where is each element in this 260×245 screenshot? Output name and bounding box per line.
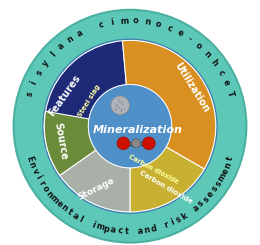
Circle shape bbox=[115, 109, 116, 110]
Text: Carbon dioxide: Carbon dioxide bbox=[127, 154, 179, 185]
Text: v: v bbox=[30, 167, 40, 176]
Text: d: d bbox=[150, 224, 157, 234]
Text: h: h bbox=[209, 58, 220, 68]
Text: n: n bbox=[144, 17, 151, 27]
Text: T: T bbox=[225, 90, 235, 98]
Text: m: m bbox=[120, 16, 129, 26]
Circle shape bbox=[119, 101, 120, 102]
Text: o: o bbox=[40, 184, 50, 194]
Text: a: a bbox=[76, 28, 85, 38]
Circle shape bbox=[115, 109, 117, 110]
Text: r: r bbox=[37, 179, 46, 187]
Text: -: - bbox=[186, 35, 193, 44]
Text: p: p bbox=[103, 224, 110, 234]
Text: m: m bbox=[48, 193, 60, 205]
Text: y: y bbox=[41, 58, 51, 68]
Circle shape bbox=[121, 109, 122, 111]
Text: s: s bbox=[196, 199, 206, 209]
Text: r: r bbox=[163, 220, 170, 230]
Circle shape bbox=[14, 10, 246, 243]
Circle shape bbox=[43, 39, 217, 213]
Text: l: l bbox=[49, 50, 57, 58]
Circle shape bbox=[124, 108, 125, 110]
Circle shape bbox=[121, 102, 122, 103]
Text: i: i bbox=[111, 18, 115, 27]
Circle shape bbox=[88, 85, 172, 168]
Wedge shape bbox=[122, 40, 216, 169]
Circle shape bbox=[115, 104, 117, 106]
Text: c: c bbox=[216, 68, 226, 77]
Text: Storage: Storage bbox=[77, 176, 116, 202]
Text: i: i bbox=[29, 80, 39, 86]
Text: n: n bbox=[143, 225, 151, 235]
Text: Features: Features bbox=[47, 73, 82, 118]
Text: n: n bbox=[66, 34, 75, 45]
Circle shape bbox=[122, 103, 124, 105]
Circle shape bbox=[117, 106, 118, 108]
Text: i: i bbox=[33, 174, 43, 181]
Wedge shape bbox=[130, 147, 204, 212]
Text: Utilization: Utilization bbox=[172, 61, 211, 115]
Text: Steel slag: Steel slag bbox=[77, 84, 102, 118]
Text: t: t bbox=[225, 156, 235, 162]
Text: Source: Source bbox=[52, 121, 69, 160]
Text: s: s bbox=[25, 90, 35, 97]
Text: e: e bbox=[221, 79, 231, 87]
Wedge shape bbox=[60, 150, 130, 212]
Text: s: s bbox=[175, 214, 183, 225]
Text: n: n bbox=[59, 203, 69, 214]
Circle shape bbox=[121, 110, 122, 112]
Wedge shape bbox=[44, 111, 96, 175]
Text: m: m bbox=[95, 222, 105, 233]
Circle shape bbox=[117, 137, 130, 150]
Text: Mineralization: Mineralization bbox=[92, 125, 182, 135]
Text: s: s bbox=[201, 194, 211, 204]
Text: a: a bbox=[56, 41, 66, 51]
Text: l: l bbox=[78, 215, 84, 224]
Text: c: c bbox=[165, 23, 173, 34]
Circle shape bbox=[142, 137, 155, 150]
Text: t: t bbox=[125, 227, 129, 236]
Text: n: n bbox=[44, 189, 55, 199]
Circle shape bbox=[117, 104, 118, 106]
Text: t: t bbox=[65, 208, 74, 217]
Text: e: e bbox=[205, 189, 216, 199]
Text: a: a bbox=[137, 226, 143, 236]
Circle shape bbox=[118, 99, 119, 100]
Text: m: m bbox=[216, 172, 228, 183]
Text: a: a bbox=[110, 225, 116, 235]
Text: k: k bbox=[180, 211, 190, 221]
Text: Carbon dioxide: Carbon dioxide bbox=[138, 170, 193, 205]
Text: o: o bbox=[133, 16, 139, 26]
Circle shape bbox=[121, 109, 122, 110]
Text: e: e bbox=[54, 199, 64, 209]
Circle shape bbox=[111, 96, 129, 115]
Text: i: i bbox=[90, 220, 96, 230]
Text: s: s bbox=[34, 68, 44, 77]
Text: n: n bbox=[27, 161, 37, 170]
Circle shape bbox=[119, 107, 120, 109]
Text: e: e bbox=[175, 28, 184, 38]
Text: o: o bbox=[194, 41, 204, 51]
Text: a: a bbox=[70, 211, 80, 221]
Circle shape bbox=[132, 139, 141, 148]
Text: a: a bbox=[191, 203, 201, 214]
Text: i: i bbox=[170, 218, 176, 227]
Text: c: c bbox=[117, 226, 123, 236]
Wedge shape bbox=[44, 41, 126, 175]
Text: n: n bbox=[223, 161, 233, 170]
Text: n: n bbox=[202, 49, 212, 60]
Text: c: c bbox=[98, 20, 105, 30]
Text: E: E bbox=[25, 155, 35, 163]
Text: e: e bbox=[220, 167, 230, 176]
Text: s: s bbox=[210, 184, 220, 193]
Text: s: s bbox=[213, 179, 224, 188]
Text: o: o bbox=[154, 20, 162, 30]
